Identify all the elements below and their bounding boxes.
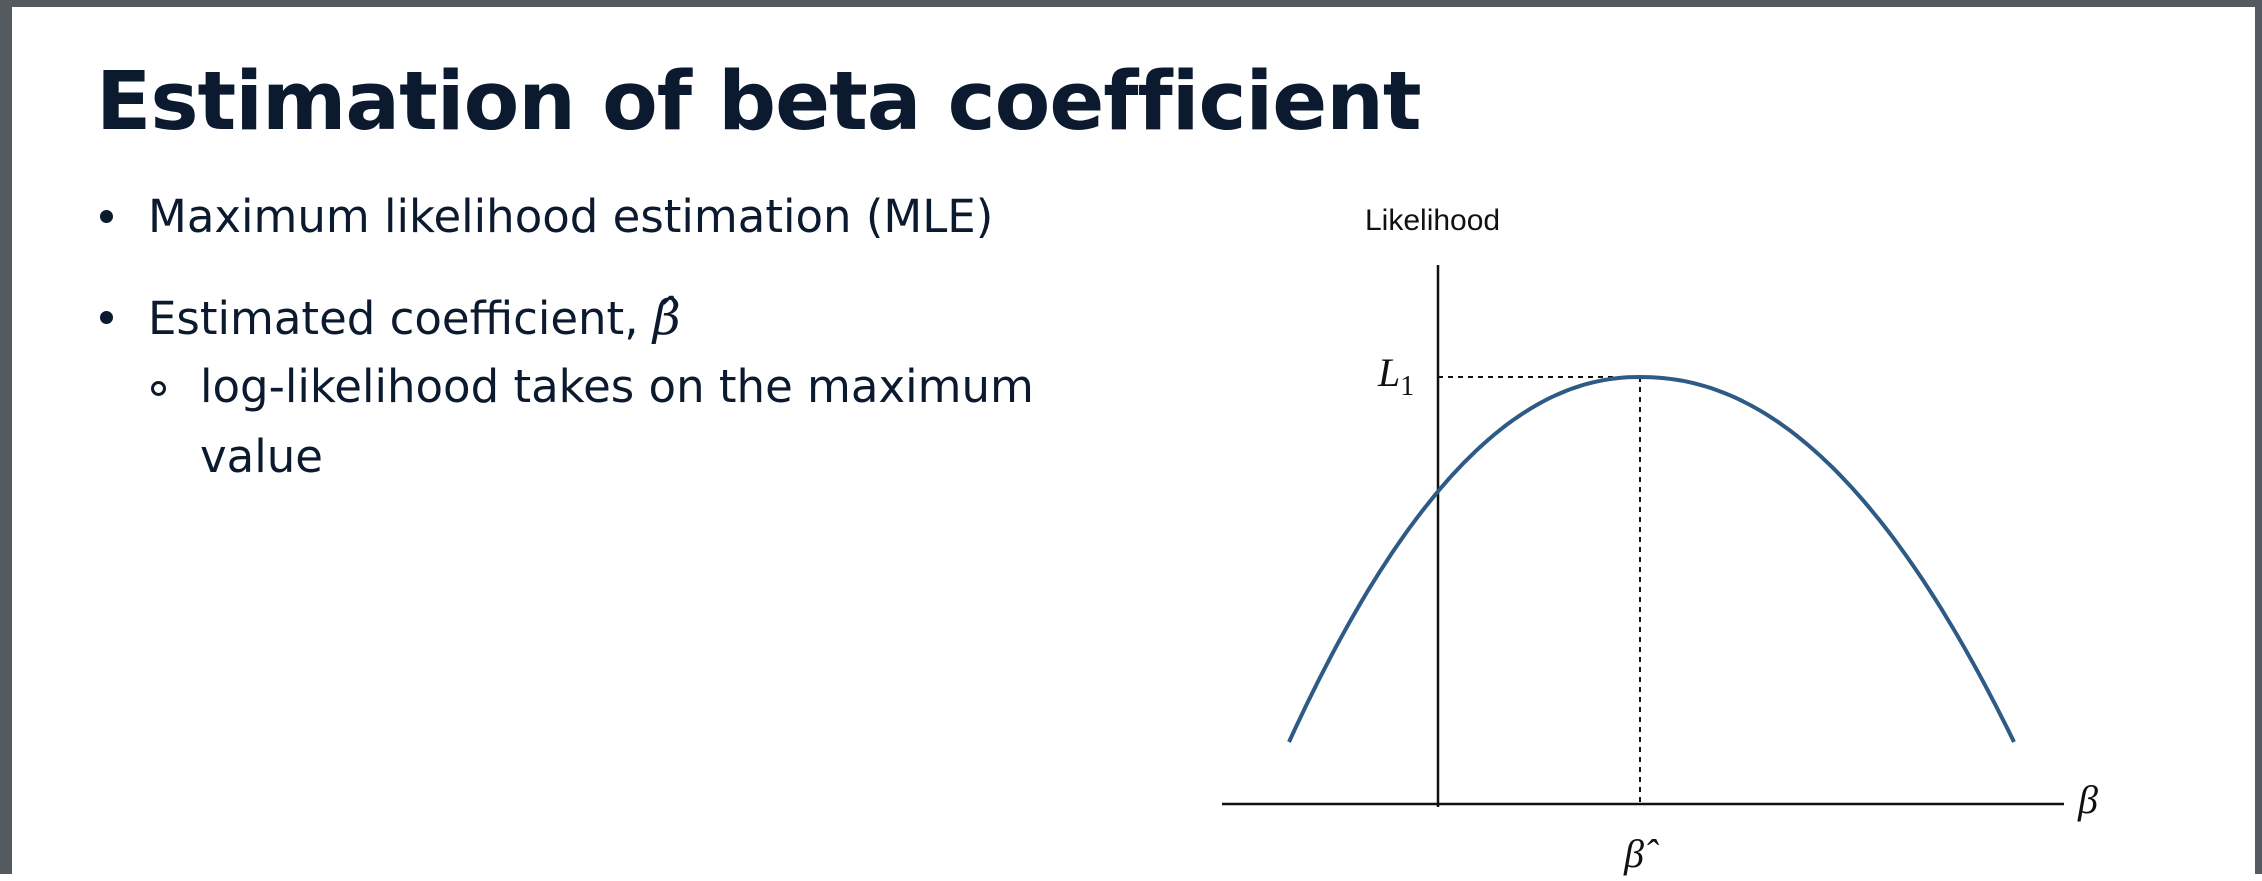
sub-bullet-ring bbox=[151, 381, 166, 396]
bullet-dot bbox=[100, 210, 113, 223]
bullet-dot bbox=[100, 311, 113, 324]
likelihood-figure: Likelihood L1 β β̂ bbox=[1222, 204, 2098, 876]
bullet-text: Maximum likelihood estimation (MLE) bbox=[148, 190, 994, 243]
sub-bullet-continuation: value bbox=[200, 430, 323, 483]
likelihood-curve bbox=[1287, 374, 2016, 743]
beta-hat-symbol: β̂ bbox=[652, 290, 681, 346]
bullet-estimated-coefficient: Estimated coefficient, β̂ bbox=[148, 290, 681, 346]
bullet-mle: Maximum likelihood estimation (MLE) bbox=[148, 190, 993, 243]
beta-hat-label: β̂ bbox=[1623, 831, 1659, 876]
peak-likelihood-label: L1 bbox=[1377, 350, 1414, 402]
slide-title: Estimation of beta coefficient bbox=[96, 55, 1422, 149]
sub-bullet-log-likelihood: log-likelihood takes on the maximum bbox=[200, 360, 1034, 413]
bullet-text: Estimated coefficient, bbox=[148, 292, 653, 345]
y-axis-label: Likelihood bbox=[1365, 204, 1500, 237]
bullet-text: value bbox=[200, 430, 323, 483]
x-axis-label: β bbox=[2077, 777, 2098, 822]
bullet-text: log-likelihood takes on the maximum bbox=[200, 360, 1034, 413]
